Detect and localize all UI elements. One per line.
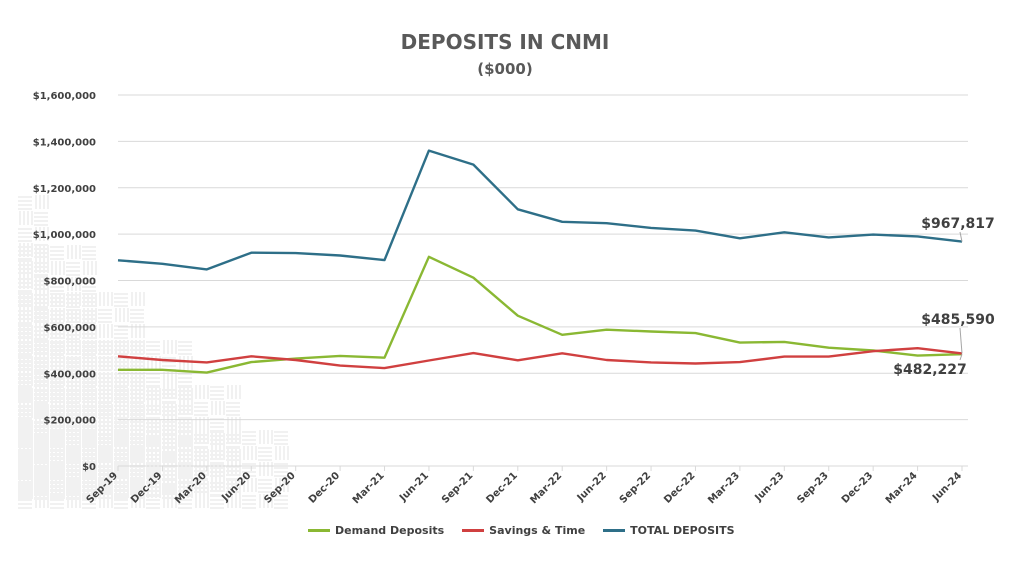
x-tick-label: Mar-22 bbox=[528, 470, 564, 506]
series-line-total-deposits bbox=[117, 149, 963, 271]
x-tick-label: Sep-21 bbox=[440, 470, 476, 506]
legend-label-total-deposits: TOTAL DEPOSITS bbox=[630, 524, 735, 537]
chart-legend: Demand Deposits Savings & Time TOTAL DEP… bbox=[308, 524, 735, 537]
legend-swatch-total-deposits bbox=[603, 529, 626, 532]
x-tick-label: Mar-23 bbox=[706, 470, 742, 506]
annotations: $967,817 $485,590 $482,227 bbox=[893, 216, 995, 378]
y-tick-label: $1,600,000 bbox=[33, 91, 96, 102]
y-tick-label: $200,000 bbox=[43, 416, 96, 427]
background-pattern bbox=[18, 195, 289, 509]
y-tick-label: $0 bbox=[82, 462, 96, 473]
chart-subtitle: ($000) bbox=[477, 60, 533, 78]
legend-item-savings-time: Savings & Time bbox=[462, 524, 585, 537]
x-tick-label: Jun-24 bbox=[930, 470, 964, 504]
series-line-savings-time bbox=[117, 347, 963, 370]
y-tick-label: $1,200,000 bbox=[33, 184, 96, 195]
annotation-leader bbox=[959, 327, 963, 354]
x-tick-label: Dec-21 bbox=[485, 470, 520, 505]
annotation-leader bbox=[959, 354, 963, 361]
y-axis: $0 $200,000 $400,000 $600,000 $800,000 $1,000… bbox=[33, 91, 96, 473]
gridlines bbox=[118, 94, 968, 467]
annotation-label-savings-time: $485,590 bbox=[921, 312, 995, 328]
y-tick-label: $800,000 bbox=[43, 277, 96, 288]
annotation-label-total-deposits: $967,817 bbox=[921, 216, 995, 232]
x-tick-label: Sep-22 bbox=[618, 470, 654, 506]
annotation-label-demand-deposits: $482,227 bbox=[893, 362, 967, 378]
legend-item-demand-deposits: Demand Deposits bbox=[308, 524, 444, 537]
x-tick-label: Jun-22 bbox=[575, 470, 609, 504]
x-tick-label: Dec-20 bbox=[307, 470, 342, 505]
legend-swatch-demand-deposits bbox=[308, 529, 330, 532]
series-lines bbox=[117, 149, 963, 374]
series-line-demand-deposits bbox=[118, 255, 963, 374]
y-tick-label: $1,400,000 bbox=[33, 137, 96, 148]
y-tick-label: $400,000 bbox=[43, 369, 96, 380]
y-tick-label: $1,000,000 bbox=[33, 230, 96, 241]
x-tick-label: Sep-23 bbox=[795, 470, 831, 506]
y-tick-label: $600,000 bbox=[43, 323, 96, 334]
legend-swatch-savings-time bbox=[462, 529, 485, 532]
x-tick-label: Dec-22 bbox=[662, 470, 697, 505]
x-tick-label: Dec-23 bbox=[840, 470, 875, 505]
x-tick-label: Jun-21 bbox=[397, 470, 431, 504]
x-tick-label: Mar-21 bbox=[351, 470, 387, 506]
chart-title: DEPOSITS IN CNMI bbox=[400, 30, 610, 54]
x-tick-label: Mar-24 bbox=[884, 470, 920, 506]
annotation-leader bbox=[959, 231, 963, 242]
x-tick-label: Jun-23 bbox=[752, 470, 786, 504]
legend-label-demand-deposits: Demand Deposits bbox=[335, 524, 445, 537]
legend-label-savings-time: Savings & Time bbox=[489, 524, 586, 537]
legend-item-total-deposits: TOTAL DEPOSITS bbox=[603, 524, 735, 537]
